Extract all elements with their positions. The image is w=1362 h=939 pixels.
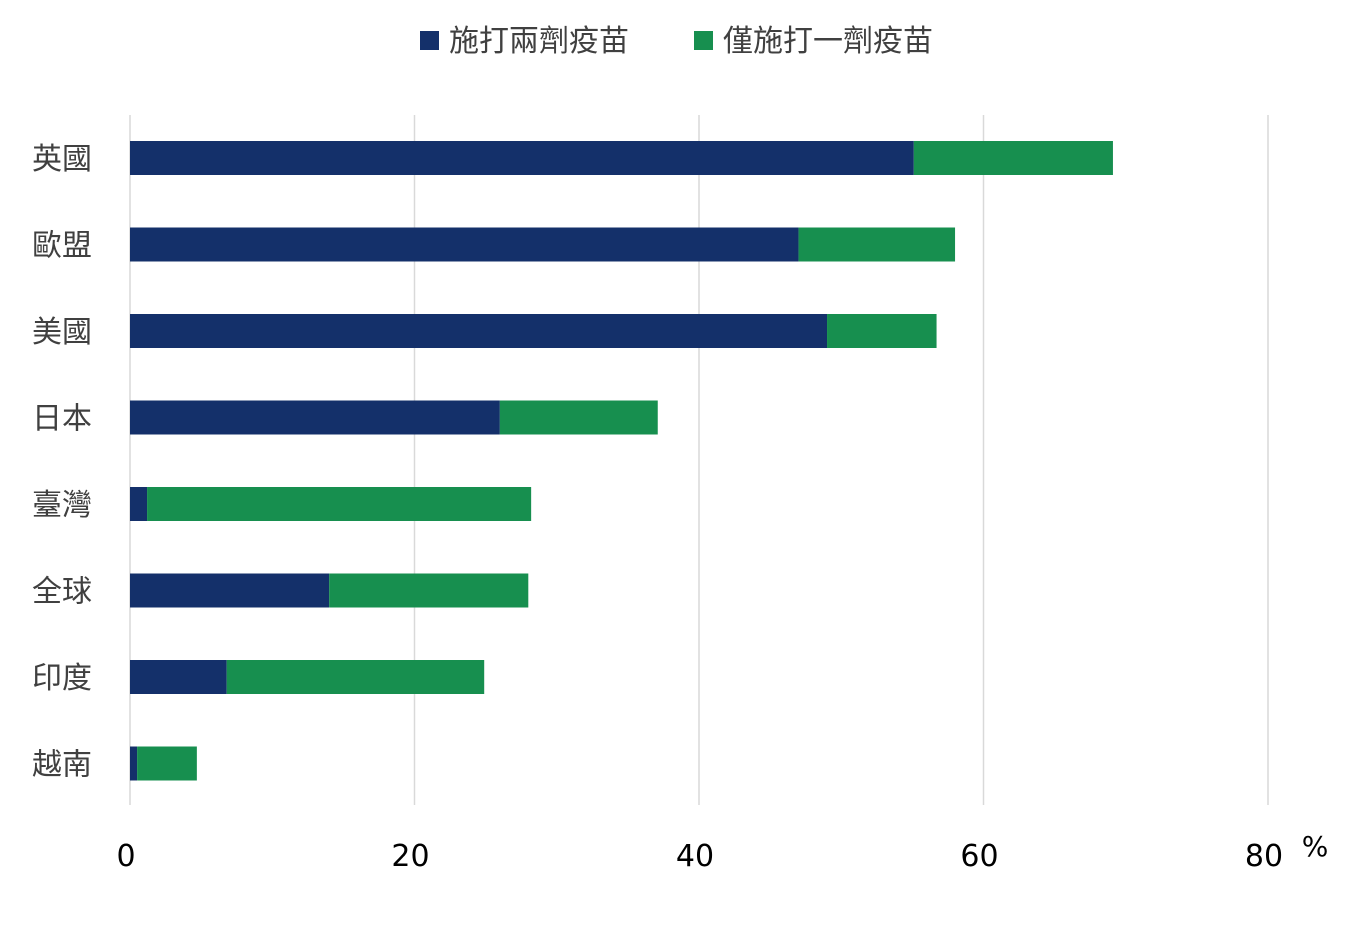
category-label: 英國	[32, 142, 92, 177]
bar-美國-series-2	[827, 314, 937, 348]
bar-全球-series-1	[130, 573, 330, 608]
bar-日本-series-1	[130, 400, 500, 435]
bar-印度-series-2	[226, 660, 485, 694]
bar-臺灣-series-2	[147, 487, 532, 521]
legend-label-1: 施打兩劑疫苗	[449, 24, 629, 59]
x-tick-labels: 0 20 40 60 80	[116, 839, 1283, 874]
x-tick-label-60: 60	[960, 839, 998, 874]
category-label: 全球	[32, 575, 92, 610]
category-label: 歐盟	[32, 229, 92, 264]
bar-印度-series-1	[130, 660, 227, 694]
x-tick-label-20: 20	[391, 839, 429, 874]
bar-全球-series-2	[329, 573, 529, 608]
bar-英國-series-2	[913, 141, 1113, 175]
bar-臺灣-series-1	[130, 487, 148, 521]
legend-swatch-2	[694, 31, 713, 50]
bar-英國-series-1	[130, 141, 914, 175]
category-label: 臺灣	[32, 488, 92, 523]
bar-歐盟-series-1	[130, 227, 799, 262]
x-tick-label-40: 40	[676, 839, 714, 874]
bars	[130, 141, 1113, 781]
x-unit-label: %	[1302, 830, 1329, 863]
bar-越南-series-2	[137, 746, 197, 781]
legend: 施打兩劑疫苗 僅施打一劑疫苗	[420, 24, 933, 59]
bar-越南-series-1	[130, 746, 138, 781]
bar-歐盟-series-2	[798, 227, 956, 262]
bar-美國-series-1	[130, 314, 828, 348]
legend-swatch-1	[420, 31, 439, 50]
category-label: 美國	[32, 315, 92, 350]
x-tick-label-0: 0	[116, 839, 135, 874]
category-label: 日本	[32, 402, 92, 437]
x-tick-label-80: 80	[1245, 839, 1283, 874]
category-label: 印度	[32, 661, 92, 696]
legend-label-2: 僅施打一劑疫苗	[723, 24, 933, 59]
bar-日本-series-2	[499, 400, 658, 435]
category-label: 越南	[32, 748, 92, 783]
gridlines	[129, 115, 1269, 805]
